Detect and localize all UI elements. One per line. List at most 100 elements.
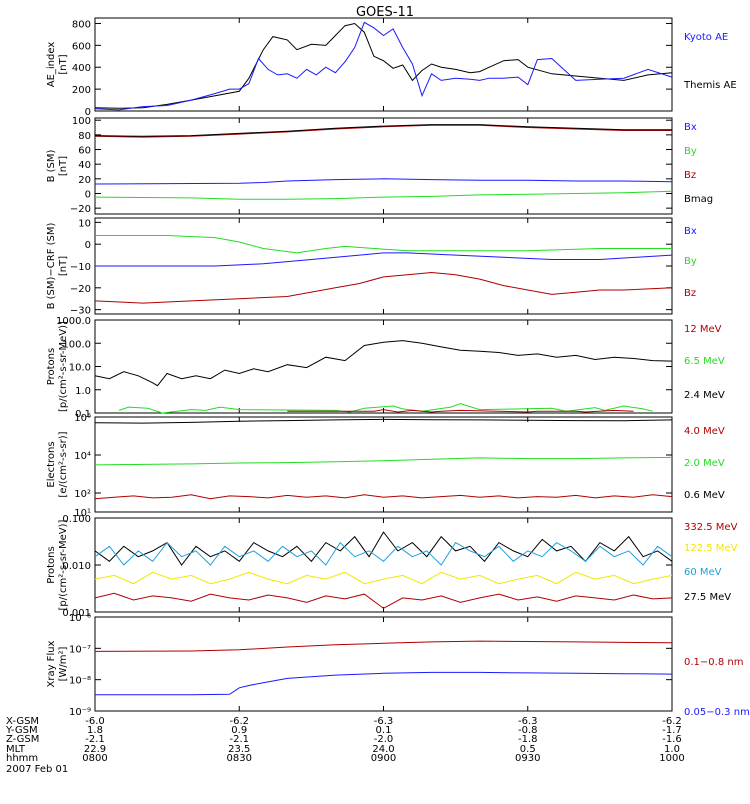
legend-entry: 27.5 MeV [684, 592, 731, 603]
series-0-1-0-8-nm [94, 640, 673, 652]
x-tick-value: 1.8 [87, 725, 103, 736]
y-tick-label: 0 [85, 189, 91, 200]
series-6-5-mev [118, 403, 653, 414]
x-tick-value: 0900 [371, 753, 396, 764]
y-tick-label: 100 [72, 116, 91, 127]
x-row-label: Y-GSM [5, 725, 38, 736]
date-label: 2007 Feb 01 [6, 764, 68, 775]
series-122-5-mev [94, 571, 673, 585]
x-tick-value: 0830 [227, 753, 252, 764]
x-tick-value: -1.7 [662, 725, 682, 736]
x-axis-annotation: X-GSMY-GSMZ-GSMMLThhmm-6.01.8-2.122.9080… [5, 716, 685, 775]
legend-entry: 332.5 MeV [684, 522, 738, 533]
y-tick-label: 10⁻⁶ [69, 613, 91, 624]
y-tick-label: 10⁶ [74, 413, 91, 424]
panel-frame [94, 17, 673, 112]
panel-frame [94, 117, 673, 215]
y-tick-label: 80 [78, 131, 91, 142]
x-tick-value: -0.8 [518, 725, 538, 736]
y-axis-label: [nT] [58, 54, 69, 74]
y-tick-label: 100.0 [62, 339, 91, 350]
y-axis-label: [nT] [58, 256, 69, 276]
series-themis-ae [94, 22, 673, 109]
legend-entry: By [684, 256, 697, 267]
legend-entry: Bx [684, 122, 697, 133]
series-bx [95, 252, 673, 267]
legend-entry: Bz [684, 170, 696, 181]
x-row-label: MLT [6, 744, 26, 755]
y-tick-label: 40 [78, 160, 91, 171]
legend-entry: Kyoto AE [684, 32, 728, 43]
y-tick-label: −10 [70, 262, 91, 273]
plot-title: GOES-11 [356, 5, 414, 20]
series-by [95, 235, 672, 254]
series-bz [94, 271, 673, 304]
x-tick-value: 22.9 [84, 744, 106, 755]
y-tick-label: 60 [78, 146, 91, 157]
legend-entry: Bz [684, 288, 696, 299]
series-by [94, 190, 673, 200]
y-axis-label: Electrons [46, 441, 57, 487]
panel-ae: 0 200 400 600 800 AE_index [nT] Kyoto AE Themis … [46, 17, 737, 118]
x-tick-value: 24.0 [372, 744, 394, 755]
y-tick-label: 200 [72, 85, 91, 96]
y-tick-label: 0 [85, 240, 91, 251]
y-tick-label: −20 [70, 284, 91, 295]
series-kyoto-ae [94, 21, 673, 111]
x-tick-value: 0.9 [231, 725, 247, 736]
legend-entry: 122.5 MeV [684, 543, 738, 554]
y-tick-label: 0 [85, 107, 91, 118]
y-axis-label: [W/m²] [58, 646, 69, 681]
x-tick-value: 23.5 [228, 744, 250, 755]
panel-protons_high: 0.001 0.010 0.100 Protons [p/(cm²-s-sr-MeV)]… [46, 514, 738, 619]
y-tick-label: 0.010 [62, 561, 91, 572]
y-tick-label: 10⁻⁹ [69, 707, 91, 718]
y-axis-label: AE_index [46, 42, 57, 88]
x-row-label: X-GSM [6, 716, 39, 727]
panel-b_crf: −30 −20 −10 0 10 B (SM)−CRF (SM) [nT] Bx By Bz [46, 217, 697, 317]
x-tick-value: -6.3 [374, 716, 394, 727]
y-tick-label: 10⁻⁸ [69, 676, 91, 687]
y-axis-label: Protons [46, 546, 57, 583]
x-tick-value: 1000 [659, 753, 684, 764]
legend-entry: 0.6 MeV [684, 490, 725, 501]
legend-entry: Bx [684, 226, 697, 237]
series-27-5-mev [94, 531, 673, 566]
y-tick-label: 10² [74, 489, 91, 500]
y-tick-label: −30 [70, 306, 91, 317]
y-tick-label: 1000.0 [56, 316, 91, 327]
x-tick-value: 0800 [82, 753, 107, 764]
series-2-4-mev [94, 340, 673, 387]
panel-xray: 10⁻⁹ 10⁻⁸ 10⁻⁷ 10⁻⁶ Xray Flux [W/m²] 0.1−0.8 n… [46, 613, 750, 718]
y-axis-label: Xray Flux [46, 640, 57, 687]
y-tick-label: 0.001 [62, 608, 91, 619]
y-axis-label: Protons [46, 348, 57, 385]
x-tick-value: -2.1 [85, 734, 105, 745]
y-axis-label: [nT] [58, 156, 69, 176]
legend-entry: 12 MeV [684, 324, 722, 335]
x-tick-value: 0930 [515, 753, 540, 764]
y-tick-label: 10¹ [74, 508, 91, 519]
x-tick-value: -1.8 [518, 734, 538, 745]
x-tick-value: -1.6 [662, 734, 682, 745]
y-tick-label: 10⁴ [74, 451, 91, 462]
x-tick-value: 0.5 [520, 744, 536, 755]
legend-entry: 2.0 MeV [684, 458, 725, 469]
y-tick-label: 0.100 [62, 514, 91, 525]
y-tick-label: 400 [72, 63, 91, 74]
y-tick-label: 20 [78, 175, 91, 186]
series-bz [94, 124, 672, 138]
legend-entry: Themis AE [683, 80, 737, 91]
y-tick-label: 10⁻⁷ [69, 644, 91, 655]
legend-entry: 0.05−0.3 nm [684, 707, 750, 718]
panel-protons_low: 0.1 1.0 10.0 100.0 1000.0 Protons [p/(cm²-s-sr… [46, 316, 725, 420]
y-tick-label: 10 [78, 218, 91, 229]
y-axis-label: B (SM) [46, 149, 57, 182]
legend-entry: 2.4 MeV [684, 390, 725, 401]
series-60-mev [94, 541, 673, 566]
series-332-5-mev [94, 592, 673, 609]
y-tick-label: 800 [72, 19, 91, 30]
panel-frame [94, 616, 673, 712]
y-tick-label: 10.0 [69, 363, 91, 374]
